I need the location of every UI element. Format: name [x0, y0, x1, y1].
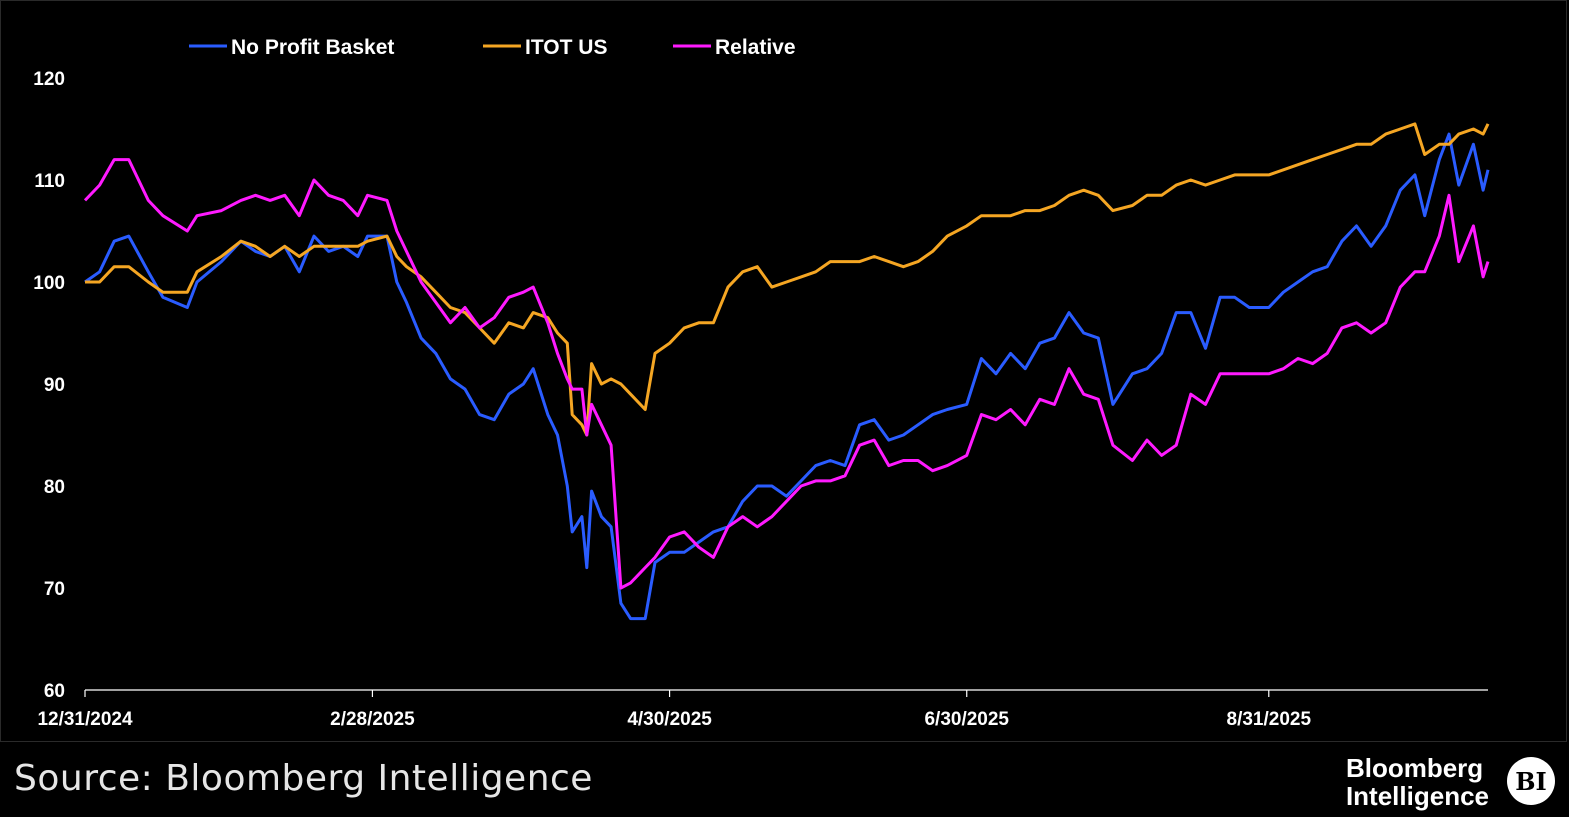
y-tick-label: 70 [44, 579, 65, 600]
y-tick-label: 80 [44, 477, 65, 498]
y-tick-label: 60 [44, 681, 65, 702]
x-tick-label: 12/31/2024 [37, 709, 133, 730]
legend: No Profit Basket ITOT US Relative [189, 36, 796, 59]
legend-label: No Profit Basket [231, 36, 394, 59]
y-tick-label: 120 [33, 69, 65, 90]
y-tick-label: 100 [33, 273, 65, 294]
y-tick-label: 90 [44, 375, 65, 396]
brand-line-1: Bloomberg [1345, 753, 1484, 783]
x-tick-label: 6/30/2025 [924, 709, 1009, 730]
legend-label: Relative [715, 36, 796, 59]
x-tick-label: 8/31/2025 [1227, 709, 1312, 730]
brand-badge: BI [1507, 757, 1555, 805]
brand-line-2: Intelligence [1345, 781, 1489, 811]
series-layer [83, 122, 1490, 621]
series-line-relative [83, 158, 1490, 590]
series-line-itot-us [85, 122, 1490, 437]
series-line-no-profit-basket [84, 132, 1490, 621]
x-tick-label: 2/28/2025 [330, 709, 415, 730]
brand-logo: Bloomberg Intelligence [1346, 754, 1489, 810]
chart-frame: No Profit Basket ITOT US Relative 60 70 80 90… [0, 0, 1567, 742]
x-axis-ticks: 12/31/2024 2/28/2025 4/30/2025 6/30/2025 8/3… [37, 690, 1311, 730]
y-tick-label: 110 [34, 171, 65, 192]
legend-label: ITOT US [525, 36, 607, 59]
line-chart: No Profit Basket ITOT US Relative 60 70 80 90… [33, 36, 1490, 730]
y-axis-ticks: 60 70 80 90 100 110 120 [33, 69, 65, 702]
source-note: Source: Bloomberg Intelligence [14, 758, 593, 799]
x-tick-label: 4/30/2025 [627, 709, 712, 730]
